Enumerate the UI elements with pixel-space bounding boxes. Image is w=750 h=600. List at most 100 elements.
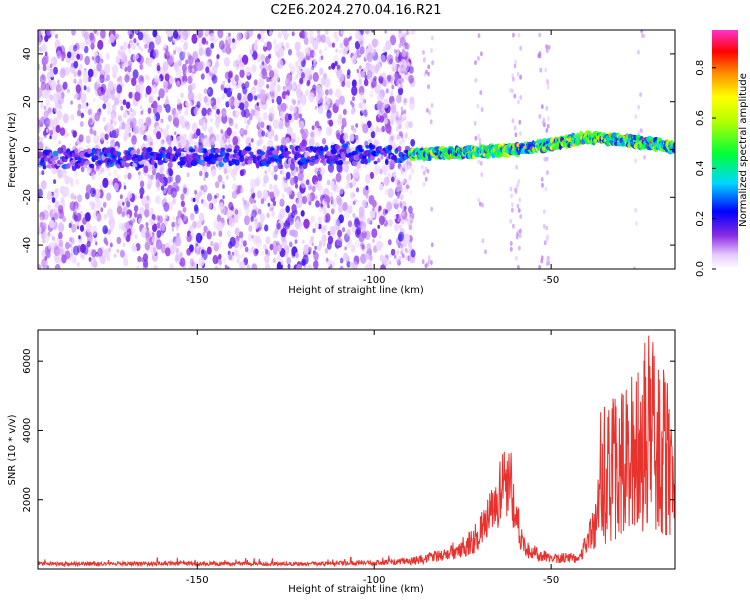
heatmap-noise-cell — [62, 113, 69, 124]
heatmap-noise-cell — [309, 30, 314, 37]
heatmap-noise-cell — [340, 30, 345, 35]
heatmap-ridge-cell — [162, 147, 166, 151]
heatmap-noise-cell — [279, 110, 286, 120]
heatmap-noise-cell — [116, 77, 120, 82]
heatmap-noise-cell — [69, 201, 76, 212]
heatmap-noise-cell — [174, 254, 181, 264]
heatmap-streak-cell — [398, 214, 402, 219]
heatmap-noise-cell — [287, 113, 292, 121]
heatmap-noise-cell — [286, 82, 292, 92]
heatmap-noise-cell — [77, 103, 82, 110]
heatmap-noise-cell — [289, 241, 293, 248]
heatmap-noise-cell — [312, 228, 316, 234]
heatmap-noise-cell — [381, 125, 386, 133]
heatmap-streak-cell — [402, 48, 405, 54]
heatmap-noise-cell — [186, 233, 192, 243]
heatmap-noise-cell — [140, 105, 143, 110]
heatmap-streak-cell — [395, 126, 399, 132]
heatmap-noise-cell — [175, 247, 180, 254]
heatmap-noise-cell — [133, 205, 139, 213]
heatmap-ridge-cell — [154, 162, 158, 169]
heatmap-noise-cell — [120, 105, 124, 111]
heatmap-ridge-cell — [244, 146, 252, 152]
heatmap-noise-cell — [269, 69, 275, 79]
heatmap-noise-cell — [159, 139, 165, 148]
heatmap-noise-cell — [52, 236, 55, 241]
heatmap-noise-cell — [95, 241, 98, 246]
x-tick-label: -50 — [543, 275, 559, 286]
heatmap-noise-cell — [46, 191, 53, 200]
heatmap-noise-cell — [97, 247, 103, 257]
heatmap-noise-cell — [313, 260, 319, 269]
heatmap-noise-cell — [119, 99, 123, 105]
heatmap-noise-cell — [179, 257, 186, 267]
heatmap-noise-cell — [107, 80, 114, 91]
heatmap-noise-cell — [129, 112, 134, 120]
heatmap-noise-cell — [256, 37, 260, 42]
heatmap-noise-cell — [42, 64, 47, 72]
heatmap-streak-cell — [396, 49, 400, 55]
heatmap-streak-cell — [431, 35, 434, 41]
heatmap-noise-cell — [192, 51, 199, 61]
heatmap-noise-cell — [49, 30, 56, 36]
heatmap-noise-cell — [266, 212, 270, 219]
heatmap-ridge-cell — [57, 147, 64, 154]
heatmap-noise-cell — [203, 176, 207, 182]
heatmap-noise-cell — [111, 129, 117, 139]
heatmap-noise-cell — [219, 133, 223, 138]
heatmap-streak-cell — [402, 163, 406, 169]
heatmap-ridge-cell — [146, 147, 153, 153]
heatmap-noise-cell — [281, 30, 288, 37]
heatmap-noise-cell — [173, 117, 180, 127]
heatmap-noise-cell — [143, 165, 149, 174]
heatmap-noise-cell — [148, 207, 154, 216]
heatmap-noise-cell — [155, 195, 161, 205]
heatmap-noise-cell — [247, 249, 252, 256]
heatmap-noise-cell — [164, 73, 170, 82]
heatmap-noise-cell — [234, 209, 239, 215]
heatmap-noise-cell — [166, 176, 172, 184]
heatmap-noise-cell — [294, 239, 298, 244]
heatmap-noise-cell — [73, 60, 79, 69]
heatmap-noise-cell — [196, 101, 201, 109]
heatmap-noise-cell — [101, 88, 106, 96]
heatmap-noise-cell — [109, 221, 115, 230]
heatmap-noise-cell — [243, 129, 248, 136]
heatmap-noise-cell — [220, 83, 225, 91]
heatmap-noise-cell — [163, 80, 169, 89]
heatmap-ridge-cell — [87, 153, 91, 158]
heatmap-noise-cell — [211, 65, 218, 75]
heatmap-streak-cell — [430, 260, 433, 265]
heatmap-noise-cell — [192, 197, 196, 203]
snr-ylabel: SNR (10 * v/v) — [7, 414, 18, 485]
heatmap-noise-cell — [191, 67, 195, 73]
heatmap-noise-cell — [297, 171, 304, 182]
heatmap-noise-cell — [245, 66, 252, 77]
heatmap-streak-cell — [397, 194, 400, 199]
heatmap-streak-cell — [398, 43, 402, 49]
heatmap-streak-cell — [400, 110, 404, 116]
heatmap-noise-cell — [285, 137, 290, 145]
heatmap-noise-cell — [384, 51, 387, 56]
heatmap-noise-cell — [51, 197, 56, 204]
heatmap-noise-cell — [322, 207, 328, 215]
heatmap-noise-cell — [122, 201, 125, 206]
heatmap-noise-cell — [394, 197, 399, 205]
heatmap-noise-cell — [87, 68, 94, 78]
heatmap-noise-cell — [277, 119, 284, 130]
heatmap-noise-cell — [408, 121, 413, 129]
colorbar-label: Normalized spectral amplitude — [738, 73, 749, 227]
heatmap-noise-cell — [391, 176, 395, 183]
heatmap-noise-cell — [60, 168, 67, 178]
heatmap-noise-cell — [253, 199, 256, 204]
heatmap-noise-cell — [198, 190, 203, 197]
heatmap-noise-cell — [66, 88, 70, 94]
heatmap-noise-cell — [138, 74, 145, 85]
heatmap-noise-cell — [222, 111, 226, 118]
heatmap-ridge-cell — [89, 163, 95, 169]
heatmap-noise-cell — [228, 241, 233, 249]
heatmap-noise-cell — [183, 80, 186, 85]
heatmap-noise-cell — [280, 170, 283, 175]
heatmap-ridge-cell — [377, 157, 381, 163]
heatmap-ridge-cell — [52, 160, 56, 165]
